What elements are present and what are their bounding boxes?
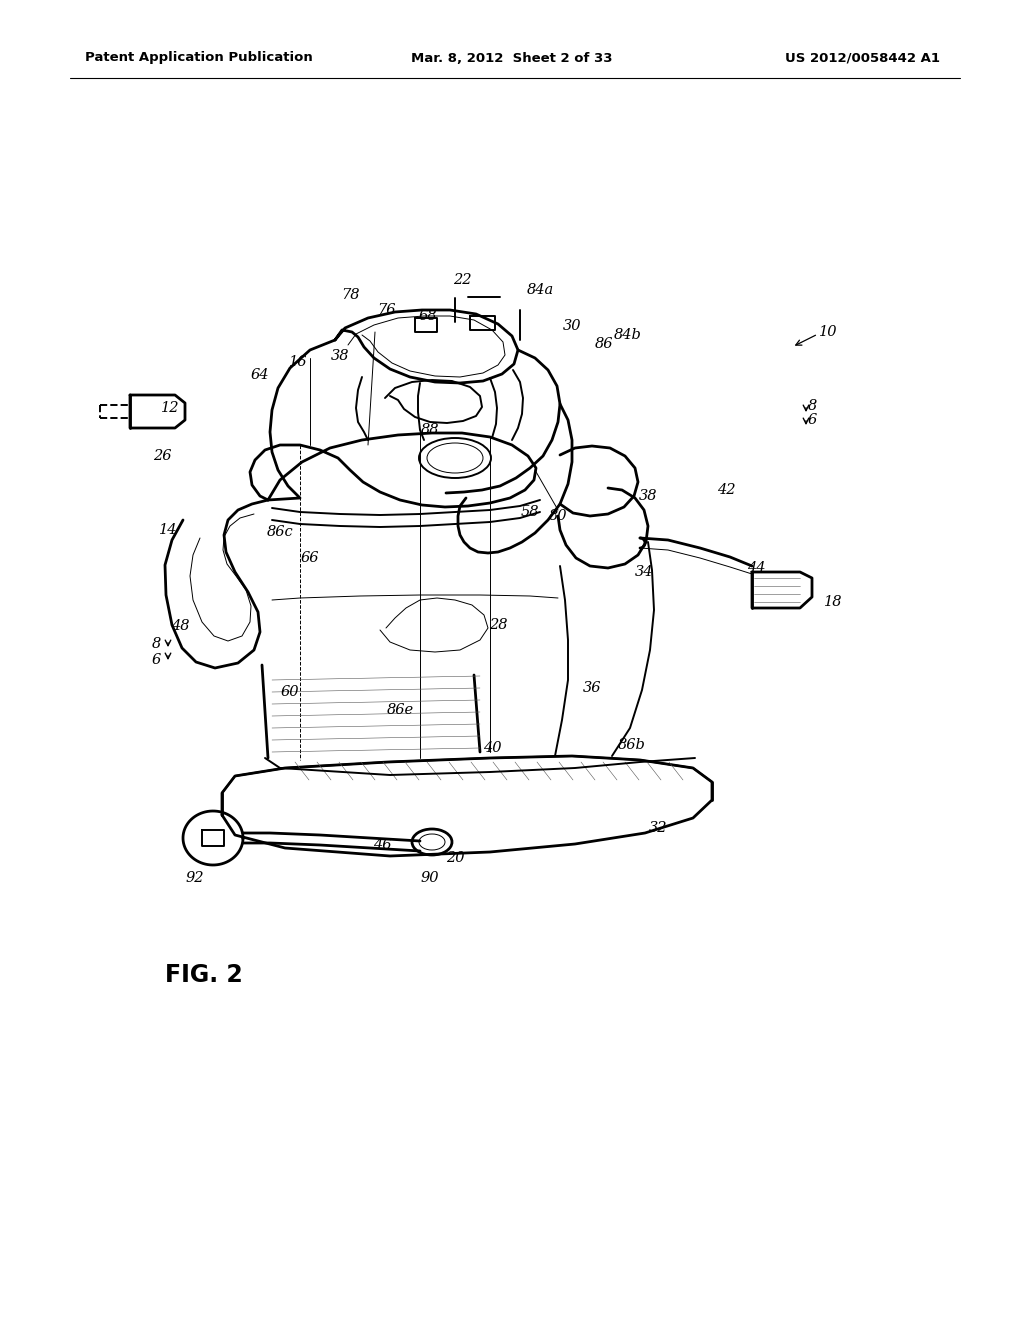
Text: 38: 38 — [639, 488, 657, 503]
Text: 88: 88 — [421, 422, 439, 437]
Text: 26: 26 — [153, 449, 171, 463]
Text: 20: 20 — [445, 851, 464, 865]
Text: 90: 90 — [421, 871, 439, 884]
Text: 30: 30 — [563, 319, 582, 333]
Text: 86b: 86b — [618, 738, 646, 752]
Text: 40: 40 — [482, 741, 502, 755]
Text: 44: 44 — [746, 561, 765, 576]
Text: 42: 42 — [717, 483, 735, 498]
Text: 86: 86 — [595, 337, 613, 351]
Text: 80: 80 — [549, 510, 567, 523]
Text: 10: 10 — [819, 325, 838, 339]
Text: 68: 68 — [419, 309, 437, 323]
Text: 22: 22 — [453, 273, 471, 286]
Text: 84a: 84a — [526, 282, 554, 297]
Text: 84b: 84b — [614, 327, 642, 342]
Text: 46: 46 — [373, 838, 391, 851]
Text: 86e: 86e — [386, 704, 414, 717]
Text: 64: 64 — [251, 368, 269, 381]
Text: 14: 14 — [159, 523, 177, 537]
Text: 16: 16 — [289, 355, 307, 370]
Text: 8: 8 — [152, 638, 161, 651]
Text: Mar. 8, 2012  Sheet 2 of 33: Mar. 8, 2012 Sheet 2 of 33 — [412, 51, 612, 65]
Text: 28: 28 — [488, 618, 507, 632]
Text: 58: 58 — [521, 506, 540, 519]
Text: 18: 18 — [823, 595, 843, 609]
Text: 34: 34 — [635, 565, 653, 579]
Text: 32: 32 — [649, 821, 668, 836]
Text: 8: 8 — [807, 399, 816, 413]
Text: 86c: 86c — [266, 525, 293, 539]
Text: 78: 78 — [341, 288, 359, 302]
Text: 12: 12 — [161, 401, 179, 414]
Text: 92: 92 — [185, 871, 204, 884]
Text: 38: 38 — [331, 348, 349, 363]
Text: 6: 6 — [807, 413, 816, 426]
Text: 36: 36 — [583, 681, 601, 696]
Text: FIG. 2: FIG. 2 — [165, 964, 243, 987]
Text: 60: 60 — [281, 685, 299, 700]
Text: 66: 66 — [301, 550, 319, 565]
Text: Patent Application Publication: Patent Application Publication — [85, 51, 312, 65]
Text: US 2012/0058442 A1: US 2012/0058442 A1 — [785, 51, 940, 65]
Text: 6: 6 — [152, 653, 161, 667]
Text: 48: 48 — [171, 619, 189, 634]
Text: 76: 76 — [377, 304, 395, 317]
